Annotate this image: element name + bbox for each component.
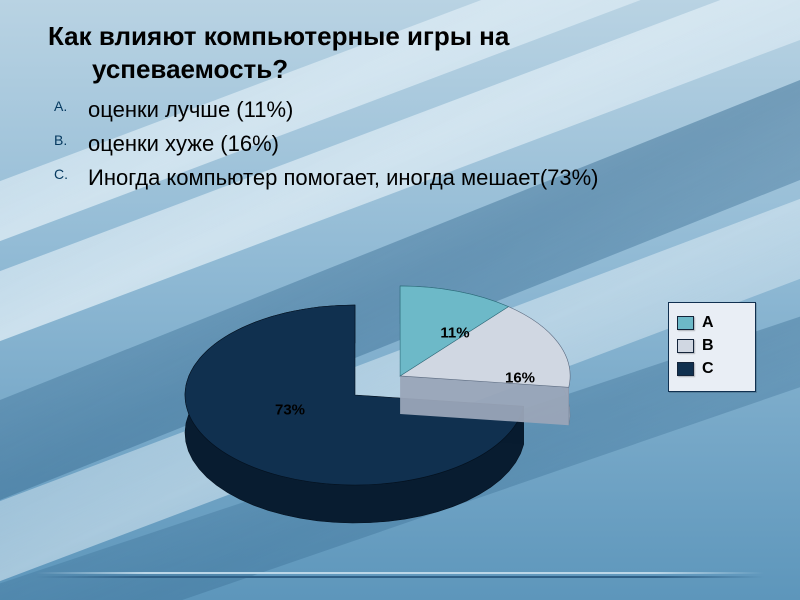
option-marker: B. — [54, 130, 67, 152]
option-marker: C. — [54, 164, 68, 186]
chart-legend: A B C — [668, 302, 756, 392]
question-title: Как влияют компьютерные игры на успеваем… — [48, 20, 668, 85]
legend-label: A — [702, 314, 714, 332]
question-title-line1: Как влияют компьютерные игры на — [48, 21, 509, 51]
answer-option-a: A. оценки лучше (11%) — [54, 93, 760, 127]
legend-item-c: C — [677, 360, 747, 378]
legend-label: B — [702, 337, 714, 355]
legend-item-a: A — [677, 314, 747, 332]
answer-option-b: B. оценки хуже (16%) — [54, 127, 760, 161]
legend-swatch — [677, 316, 694, 330]
legend-label: C — [702, 360, 714, 378]
option-marker: A. — [54, 96, 67, 118]
answer-options-list: A. оценки лучше (11%) B. оценки хуже (16… — [48, 93, 760, 195]
pie-chart: 11% 16% 73% — [120, 265, 680, 555]
legend-swatch — [677, 339, 694, 353]
legend-item-b: B — [677, 337, 747, 355]
answer-option-c: C. Иногда компьютер помогает, иногда меш… — [54, 161, 760, 195]
legend-swatch — [677, 362, 694, 376]
question-title-line2: успеваемость? — [48, 53, 668, 86]
option-text: Иногда компьютер помогает, иногда мешает… — [88, 165, 599, 190]
option-text: оценки лучше (11%) — [88, 97, 293, 122]
footer-divider — [36, 572, 764, 578]
option-text: оценки хуже (16%) — [88, 131, 279, 156]
